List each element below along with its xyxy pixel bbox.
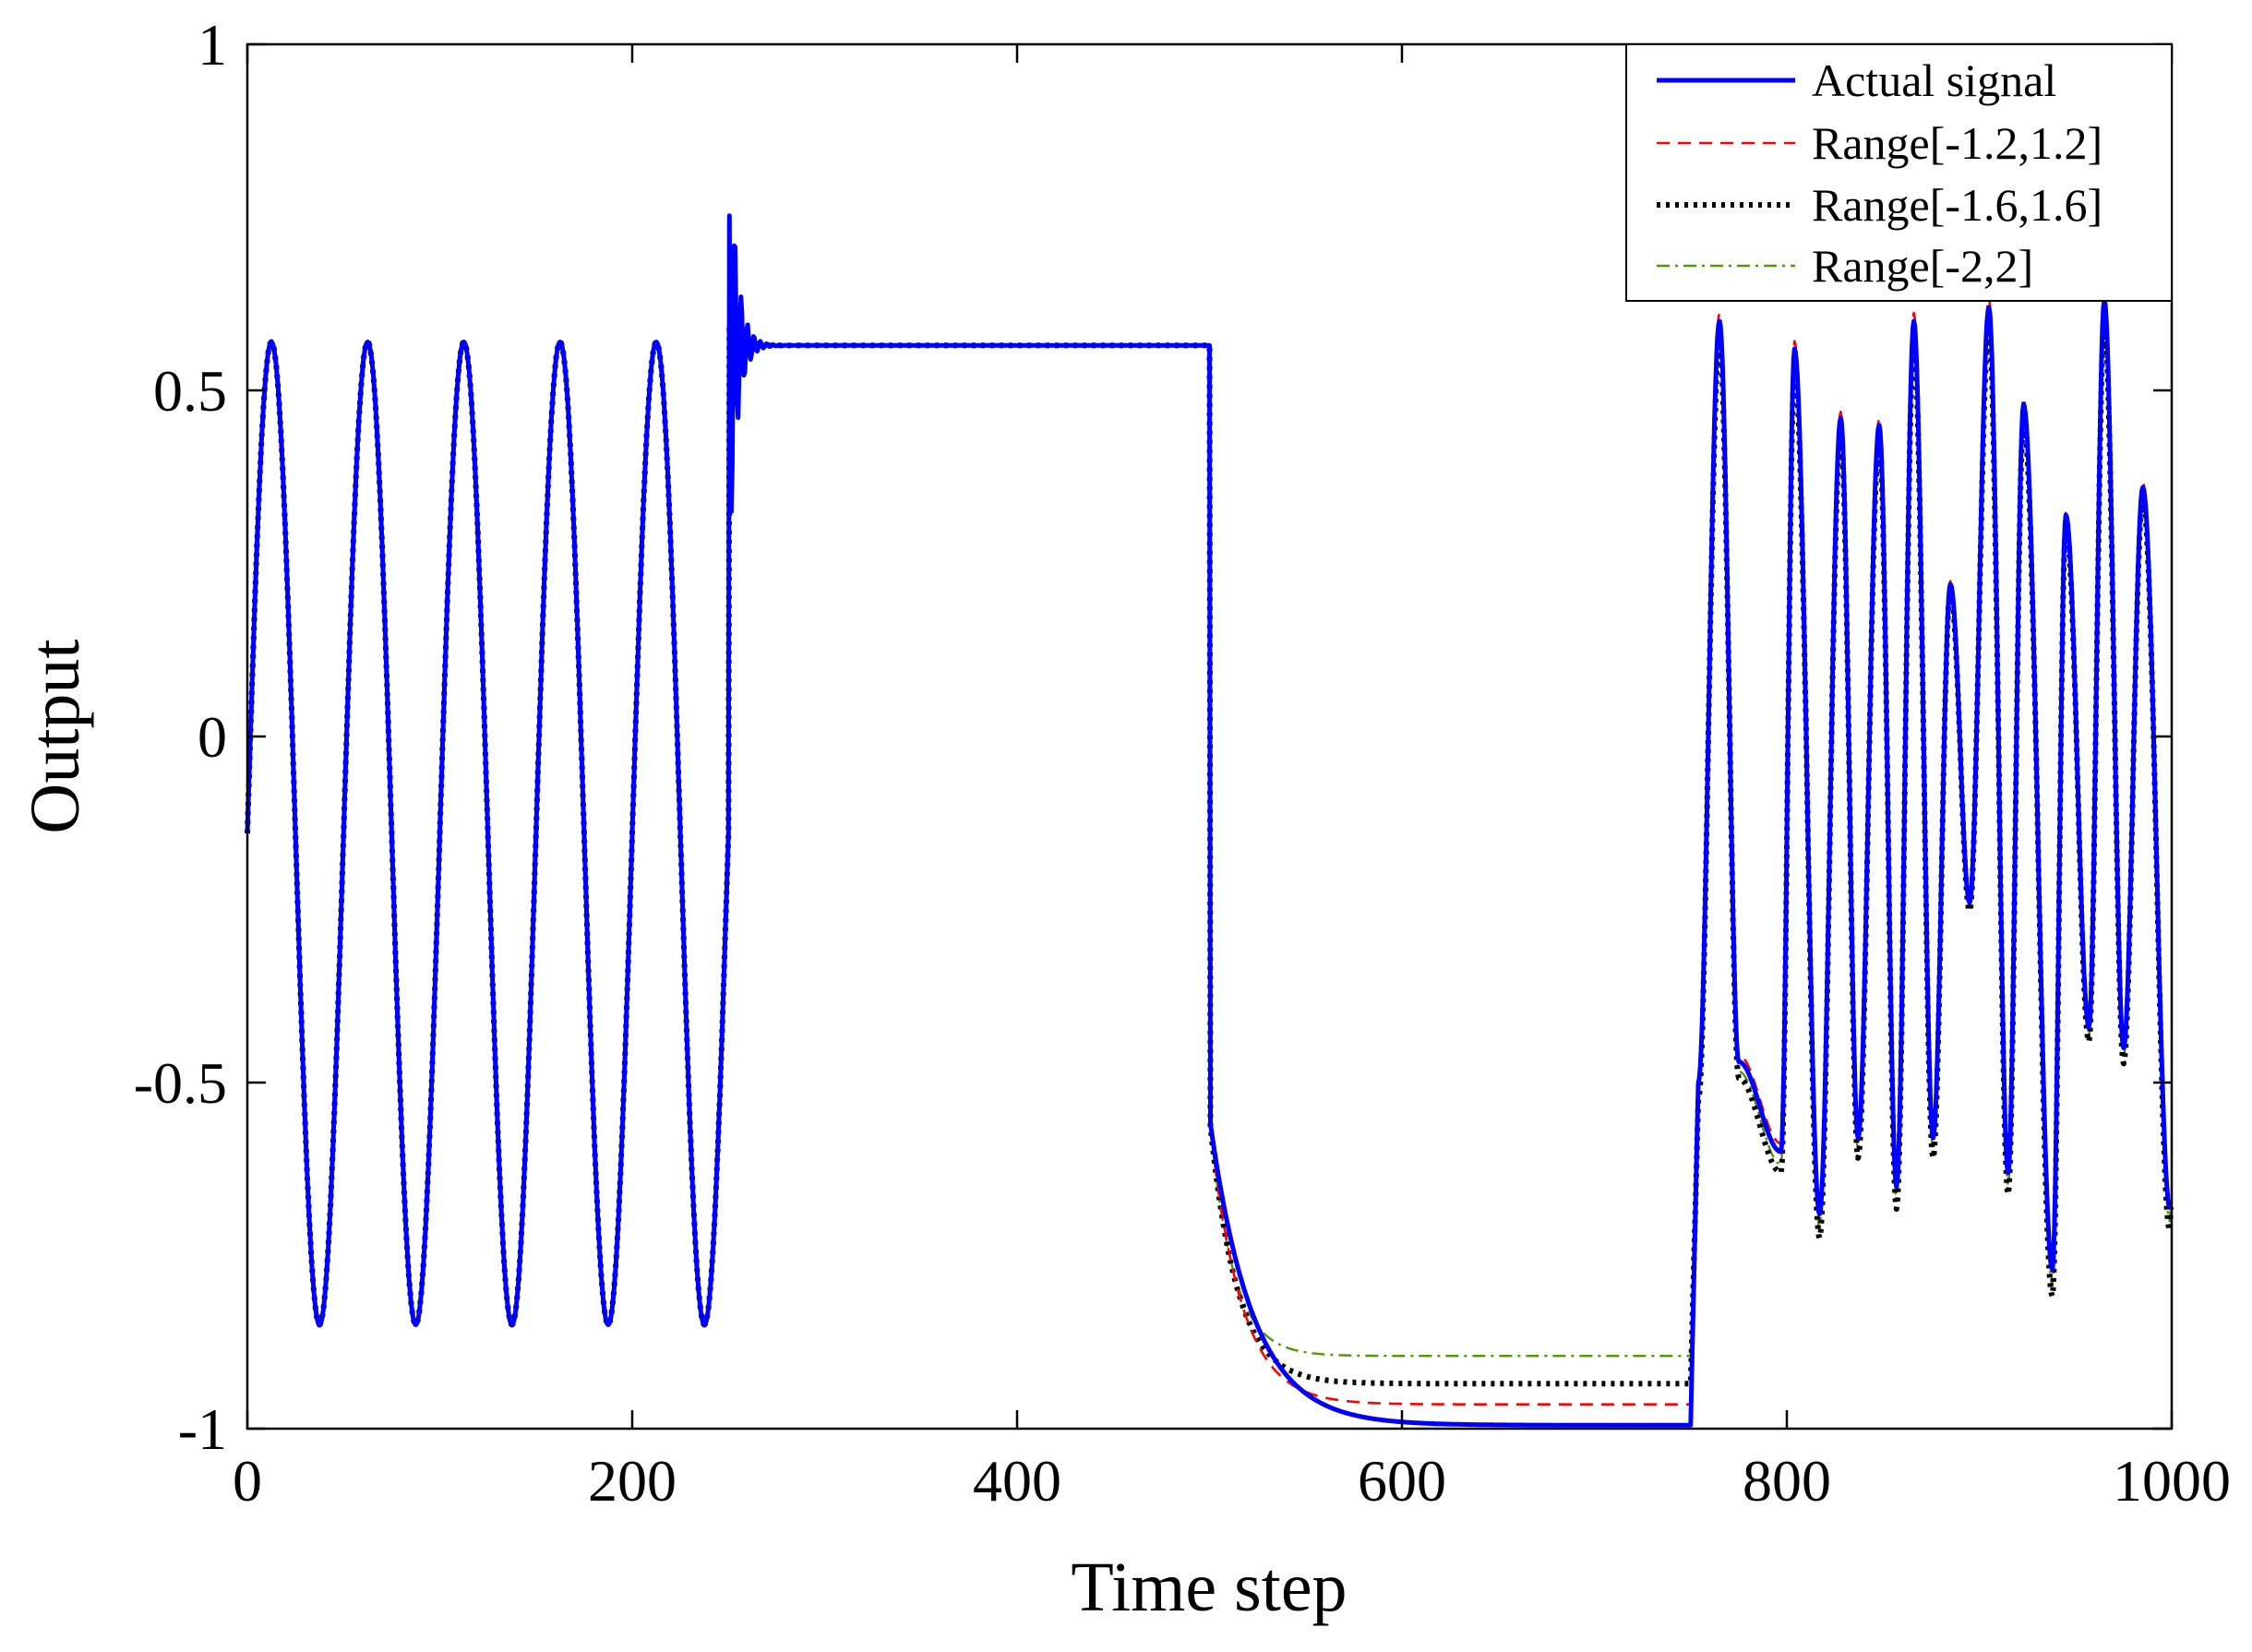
legend-label-range-2: Range[-2,2] [1812,240,2033,292]
y-tick-label: 1 [198,12,227,78]
legend-label-range-1-2: Range[-1.2,1.2] [1812,117,2102,169]
y-tick-label: -0.5 [134,1050,227,1116]
y-tick-label: 0.5 [153,358,227,424]
legend-label-actual-signal: Actual signal [1812,54,2056,106]
x-tick-label: 400 [973,1448,1061,1514]
x-tick-label: 600 [1358,1448,1446,1514]
series-actual-signal [245,213,2174,1428]
x-tick-label: 0 [233,1448,262,1514]
x-tick-label: 1000 [2113,1448,2231,1514]
legend: Actual signal Range[-1.2,1.2] Range[-1.6… [1625,43,2173,302]
x-tick-label: 800 [1743,1448,1831,1514]
series-layer [245,213,2174,1428]
y-tick-label: -1 [178,1396,227,1462]
legend-label-range-1-6: Range[-1.6,1.6] [1812,179,2102,231]
legend-box [1625,43,2173,302]
y-tick-label: 0 [198,704,227,770]
x-axis-label: Time step [1071,1549,1347,1626]
ticks-layer: 0 200 400 600 800 1000 -1 -0.5 0 0.5 1 [134,12,2231,1514]
y-axis-label: Output [17,639,94,833]
x-tick-label: 200 [588,1448,677,1514]
